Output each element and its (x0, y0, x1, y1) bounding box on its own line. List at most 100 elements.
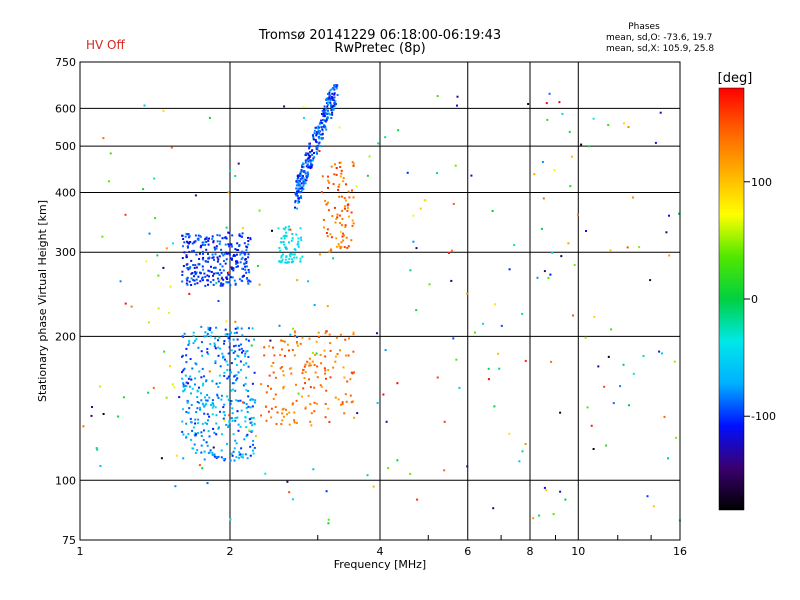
y-axis-ticks: 75 100 200 300 400 500 600 750 (55, 56, 76, 547)
data-point (208, 415, 211, 418)
data-point (296, 175, 299, 177)
data-point (297, 199, 300, 202)
data-point (678, 212, 680, 215)
data-point (236, 242, 239, 245)
data-point (200, 451, 203, 454)
data-point (181, 270, 184, 273)
data-point (233, 375, 235, 378)
data-point (217, 397, 220, 399)
data-point (285, 255, 288, 258)
data-point (195, 338, 198, 341)
data-point (318, 137, 321, 140)
data-point (661, 352, 663, 355)
data-point (325, 389, 328, 392)
data-point (309, 151, 312, 154)
data-point (286, 413, 288, 416)
data-point (283, 340, 286, 343)
data-point (229, 284, 232, 287)
y-tick-label: 200 (55, 330, 76, 343)
data-point (338, 214, 341, 217)
data-point (246, 350, 249, 353)
data-point (238, 348, 241, 351)
data-point (248, 418, 251, 421)
data-point (214, 248, 217, 251)
data-point (355, 185, 358, 188)
data-point (251, 382, 254, 385)
data-point (231, 267, 234, 269)
data-point (183, 251, 186, 254)
data-point (229, 518, 232, 521)
data-point (194, 194, 197, 197)
data-point (227, 426, 229, 429)
data-point (236, 260, 239, 263)
data-point (229, 331, 232, 334)
data-point (181, 430, 184, 433)
data-point (165, 247, 168, 250)
data-point (314, 371, 317, 374)
data-point (328, 333, 331, 336)
data-point (334, 84, 337, 87)
data-point (297, 237, 300, 240)
data-point (194, 272, 197, 275)
data-point (188, 280, 191, 283)
data-point (412, 240, 415, 243)
data-point (185, 384, 188, 387)
data-point (302, 369, 304, 372)
data-point (295, 180, 298, 183)
data-point (610, 328, 613, 331)
data-point (313, 129, 316, 132)
data-point (346, 246, 349, 249)
data-point (211, 235, 214, 238)
data-point (247, 365, 250, 368)
data-point (173, 386, 176, 389)
data-point (299, 342, 302, 345)
data-point (327, 98, 329, 101)
data-point (305, 179, 308, 182)
data-point (193, 339, 196, 342)
data-point (252, 398, 254, 401)
x-tick-label: 10 (571, 545, 585, 558)
data-point (220, 248, 223, 251)
data-point (274, 393, 277, 396)
data-point (300, 178, 303, 181)
data-point (234, 320, 237, 323)
data-point (290, 372, 293, 375)
data-point (229, 402, 232, 405)
data-point (293, 411, 296, 414)
data-point (668, 214, 670, 217)
data-point (351, 219, 354, 222)
data-point (218, 382, 221, 384)
data-point (124, 302, 127, 305)
data-point (302, 184, 305, 187)
data-point (195, 253, 198, 256)
data-point (195, 411, 198, 414)
data-point (297, 181, 300, 184)
data-point (305, 165, 308, 168)
data-point (225, 320, 228, 323)
data-point (207, 326, 210, 329)
data-point (274, 406, 277, 408)
data-point (198, 370, 201, 373)
data-point (191, 387, 194, 390)
data-point (214, 406, 217, 409)
data-point (186, 283, 189, 286)
data-point (207, 239, 210, 242)
data-point (291, 237, 294, 240)
data-point (251, 405, 254, 408)
data-point (189, 417, 192, 420)
data-point (241, 267, 244, 270)
data-point (203, 458, 206, 461)
data-point (331, 111, 334, 114)
data-point (220, 449, 223, 452)
data-point (329, 99, 332, 102)
data-point (265, 419, 268, 422)
data-point (302, 187, 305, 190)
data-point (130, 305, 133, 308)
data-point (494, 303, 497, 306)
data-point (232, 450, 235, 453)
data-point (280, 237, 283, 240)
data-point (215, 245, 218, 248)
data-point (321, 128, 324, 131)
data-point (330, 105, 332, 108)
data-point (313, 364, 316, 366)
